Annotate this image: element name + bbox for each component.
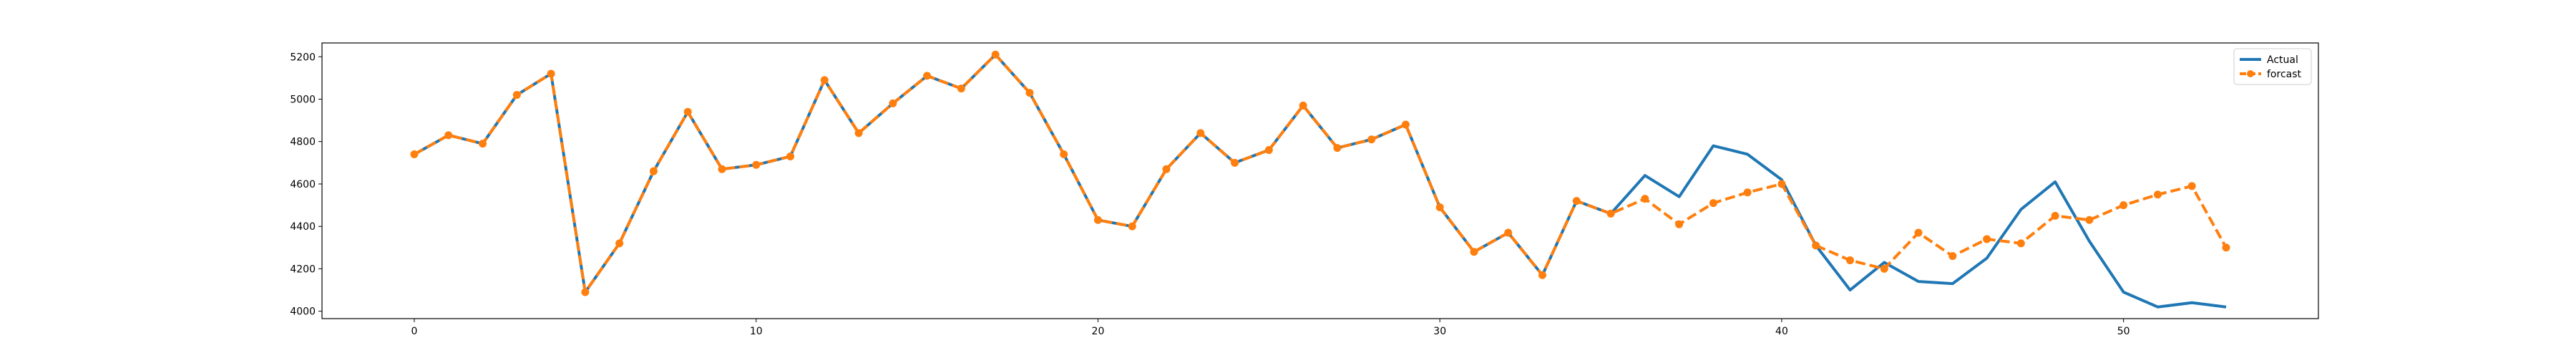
series-point-forcast xyxy=(547,69,555,78)
y-tick-label: 4800 xyxy=(290,137,316,148)
series-point-forcast xyxy=(1264,146,1273,155)
series-point-forcast xyxy=(1983,235,1991,243)
y-tick-label: 5000 xyxy=(290,94,316,105)
series-layer xyxy=(410,50,2230,309)
series-point-forcast xyxy=(1914,228,1923,237)
series-point-forcast xyxy=(1606,209,1615,218)
series-point-forcast xyxy=(991,50,1000,59)
series-point-forcast xyxy=(1435,203,1444,212)
series-point-forcast xyxy=(820,76,829,84)
series-point-forcast xyxy=(2153,190,2162,199)
series-point-forcast xyxy=(1880,264,1888,273)
series-point-forcast xyxy=(479,140,487,148)
series-point-forcast xyxy=(1196,129,1205,137)
series-point-forcast xyxy=(1777,180,1786,188)
series-point-forcast xyxy=(1231,158,1239,167)
series-point-forcast xyxy=(1504,228,1513,237)
y-tick-label: 4200 xyxy=(290,263,316,275)
series-point-forcast xyxy=(2016,239,2025,248)
series-point-forcast xyxy=(1675,220,1684,228)
series-point-forcast xyxy=(649,167,658,175)
x-tick-label: 40 xyxy=(1775,326,1788,337)
series-point-forcast xyxy=(410,150,419,158)
series-point-forcast xyxy=(444,131,453,140)
series-point-forcast xyxy=(615,239,624,248)
series-point-forcast xyxy=(2085,216,2094,224)
series-point-forcast xyxy=(1743,188,1752,197)
series-point-forcast xyxy=(957,84,965,93)
y-tick-label: 4400 xyxy=(290,221,316,233)
series-point-forcast xyxy=(1162,165,1171,173)
series-point-forcast xyxy=(683,107,692,116)
series-point-forcast xyxy=(1812,241,1820,250)
x-tick-label: 0 xyxy=(411,326,418,337)
y-tick-label: 4000 xyxy=(290,306,316,318)
legend: Actual forcast xyxy=(2233,48,2312,85)
series-point-forcast xyxy=(581,288,590,296)
series-point-forcast xyxy=(1060,150,1068,158)
series-point-forcast xyxy=(1367,135,1376,144)
series-point-forcast xyxy=(718,165,726,173)
series-point-forcast xyxy=(1641,195,1649,203)
series-point-forcast xyxy=(854,129,863,137)
y-tick-label: 5200 xyxy=(290,52,316,63)
x-tick-label: 10 xyxy=(750,326,763,337)
series-point-forcast xyxy=(1948,252,1957,261)
series-line-actual xyxy=(414,53,2227,309)
series-point-forcast xyxy=(889,99,897,107)
legend-marker-forcast xyxy=(2247,70,2254,77)
series-point-forcast xyxy=(1333,144,1342,153)
series-point-forcast xyxy=(1093,216,1102,224)
x-axis-ticks: 0 10 20 30 40 50 xyxy=(411,319,2130,337)
series-point-forcast xyxy=(2222,243,2230,252)
series-point-forcast xyxy=(1845,256,1854,265)
x-tick-label: 50 xyxy=(2117,326,2130,337)
x-tick-label: 20 xyxy=(1092,326,1105,337)
series-point-forcast xyxy=(1025,89,1034,97)
series-point-forcast xyxy=(923,72,932,80)
plot-frame xyxy=(321,42,2319,319)
series-point-forcast xyxy=(786,152,795,160)
series-point-forcast xyxy=(512,91,521,100)
series-point-forcast xyxy=(1572,197,1581,205)
series-line-forcast xyxy=(414,53,2228,294)
series-point-forcast xyxy=(1299,101,1307,110)
series-point-forcast xyxy=(2187,182,2196,190)
series-point-forcast xyxy=(2119,201,2128,210)
legend-label-actual: Actual xyxy=(2267,54,2298,66)
legend-label-forcast: forcast xyxy=(2267,69,2302,80)
series-point-forcast xyxy=(1401,120,1410,129)
x-tick-label: 30 xyxy=(1433,326,1446,337)
series-point-forcast xyxy=(1128,222,1136,231)
series-point-forcast xyxy=(1470,248,1478,256)
series-point-forcast xyxy=(1538,271,1547,279)
y-tick-label: 4600 xyxy=(290,179,316,190)
series-point-forcast xyxy=(2051,211,2059,220)
y-axis-ticks: 4000 4200 4400 4600 4800 5000 5200 xyxy=(290,52,322,318)
series-point-forcast xyxy=(752,160,761,169)
series-point-forcast xyxy=(1709,199,1717,208)
